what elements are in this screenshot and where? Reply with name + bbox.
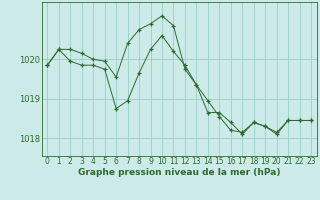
X-axis label: Graphe pression niveau de la mer (hPa): Graphe pression niveau de la mer (hPa) (78, 168, 280, 177)
